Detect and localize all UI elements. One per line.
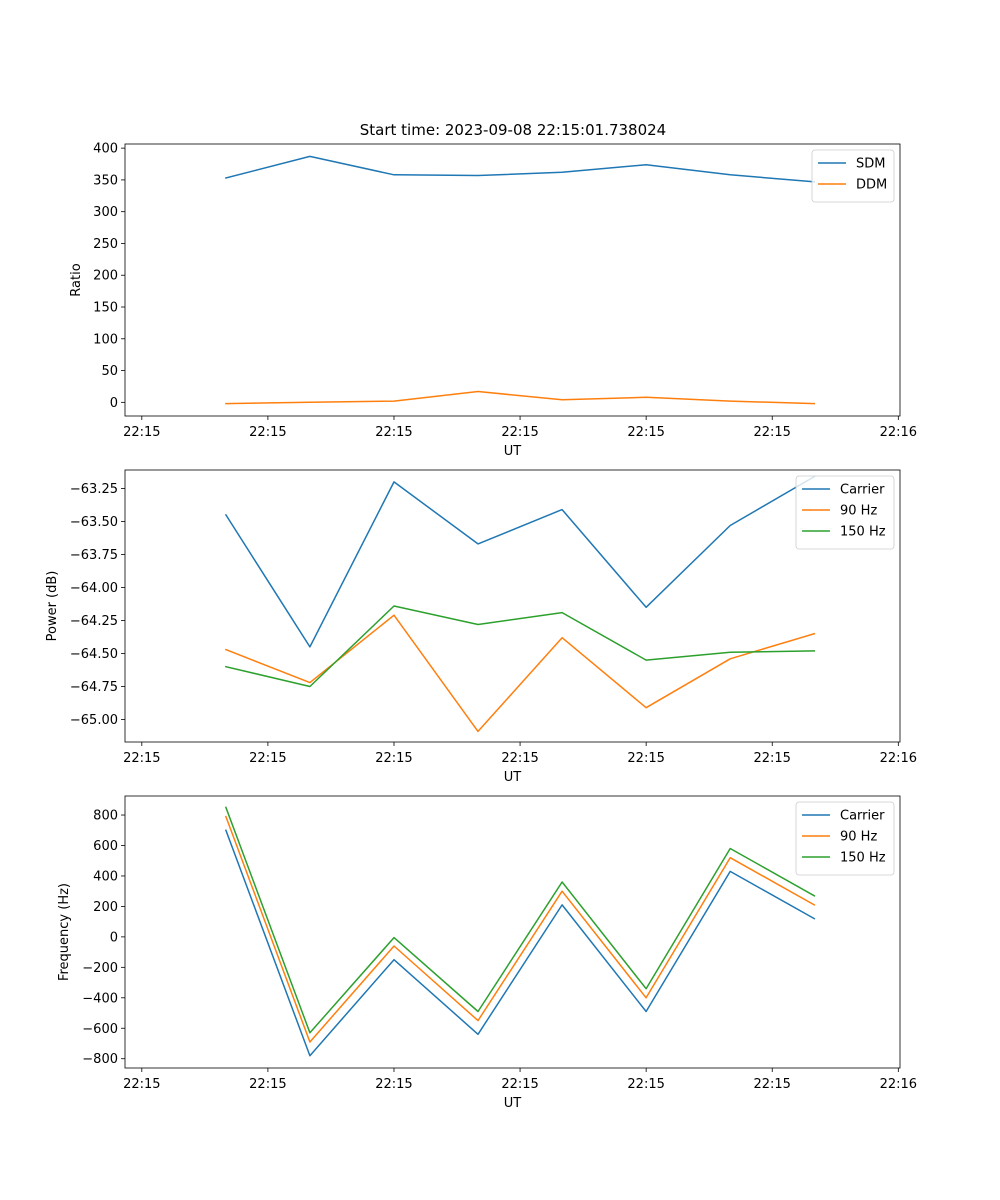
legend-label: 150 Hz: [840, 525, 886, 540]
series-line-ddm: [225, 390, 816, 405]
y-tick-label: −64.75: [70, 680, 118, 695]
legend: SDM DDM: [811, 149, 895, 203]
y-tick-label: 350: [93, 173, 118, 188]
x-tick-label: 22:15: [249, 1077, 286, 1092]
x-tick-label: 22:15: [249, 751, 286, 766]
legend-label: Carrier: [840, 809, 885, 824]
axes-frame: [124, 795, 901, 1069]
y-tick-label: 200: [93, 900, 118, 915]
y-tick-label: 200: [93, 269, 118, 284]
legend: Carrier 90 Hz 150 Hz: [795, 801, 895, 876]
y-tick-label: 150: [93, 301, 118, 316]
x-tick-label: 22:15: [249, 425, 286, 440]
axes-frame: [124, 469, 901, 743]
legend-label: 90 Hz: [840, 504, 877, 519]
chart-panel-1: 22:15 22:15 22:15 22:15 22:15 22:15 22:16 0 50 10…: [69, 142, 917, 459]
x-axis-label: UT: [504, 770, 522, 785]
x-tick-label: 22:16: [880, 1077, 917, 1092]
figure-title: Start time: 2023-09-08 22:15:01.738024: [360, 121, 666, 139]
y-axis-label: Power (dB): [45, 571, 60, 642]
chart-panel-2: 22:15 22:15 22:15 22:15 22:15 22:15 22:16 −65.0…: [45, 469, 917, 785]
x-tick-label: 22:15: [753, 751, 790, 766]
x-tick-label: 22:15: [501, 751, 538, 766]
y-tick-label: −63.75: [70, 548, 118, 563]
x-tick-label: 22:15: [753, 1077, 790, 1092]
y-tick-label: 800: [93, 809, 118, 824]
x-axis-label: UT: [504, 1096, 522, 1111]
axes-frame: [124, 143, 901, 417]
x-tick-label: 22:15: [753, 425, 790, 440]
x-axis-label: UT: [504, 444, 522, 459]
x-tick-label: 22:15: [627, 425, 664, 440]
y-tick-label: 0: [110, 930, 118, 945]
x-tick-label: 22:15: [375, 1077, 412, 1092]
x-tick-label: 22:15: [375, 751, 412, 766]
y-tick-label: −63.50: [70, 515, 118, 530]
series-line-carrier: [224, 829, 816, 1057]
x-tick-label: 22:15: [123, 425, 160, 440]
series-line-sdm: [224, 155, 816, 183]
y-tick-label: 0: [110, 396, 118, 411]
x-tick-label: 22:15: [501, 425, 538, 440]
legend-label: DDM: [856, 178, 887, 193]
legend: Carrier 90 Hz 150 Hz: [795, 475, 895, 550]
y-tick-label: 400: [93, 869, 118, 884]
y-tick-label: −64.25: [70, 614, 118, 629]
y-tick-label: 400: [93, 142, 118, 157]
legend-label: Carrier: [840, 483, 885, 498]
y-tick-label: 100: [93, 332, 118, 347]
series-line-carrier: [224, 475, 816, 648]
y-tick-label: 600: [93, 839, 118, 854]
x-tick-label: 22:15: [627, 751, 664, 766]
x-tick-label: 22:15: [123, 751, 160, 766]
x-tick-label: 22:15: [375, 425, 412, 440]
x-tick-label: 22:16: [880, 751, 917, 766]
y-tick-label: −63.25: [70, 482, 118, 497]
series-line-150-hz: [224, 605, 816, 688]
x-tick-label: 22:15: [627, 1077, 664, 1092]
x-tick-label: 22:16: [880, 425, 917, 440]
y-axis-label: Frequency (Hz): [57, 883, 72, 981]
y-tick-label: −400: [82, 991, 118, 1006]
chart-panel-3: 22:15 22:15 22:15 22:15 22:15 22:15 22:16 −800 −…: [57, 795, 917, 1111]
y-tick-label: −64.00: [70, 581, 118, 596]
y-tick-label: −600: [82, 1022, 118, 1037]
x-tick-label: 22:15: [501, 1077, 538, 1092]
y-tick-label: 300: [93, 205, 118, 220]
legend-label: SDM: [856, 157, 885, 172]
legend-label: 90 Hz: [840, 830, 877, 845]
y-tick-label: 250: [93, 237, 118, 252]
y-tick-label: −64.50: [70, 647, 118, 662]
x-tick-label: 22:15: [123, 1077, 160, 1092]
legend-label: 150 Hz: [840, 851, 886, 866]
y-tick-label: −800: [82, 1052, 118, 1067]
y-axis-label: Ratio: [69, 263, 84, 296]
y-tick-label: −65.00: [70, 713, 118, 728]
series-line-90-hz: [224, 815, 816, 1043]
y-tick-label: 50: [101, 364, 118, 379]
series-line-150-hz: [224, 806, 816, 1034]
y-tick-label: −200: [82, 961, 118, 976]
series-line-90-hz: [224, 614, 816, 733]
